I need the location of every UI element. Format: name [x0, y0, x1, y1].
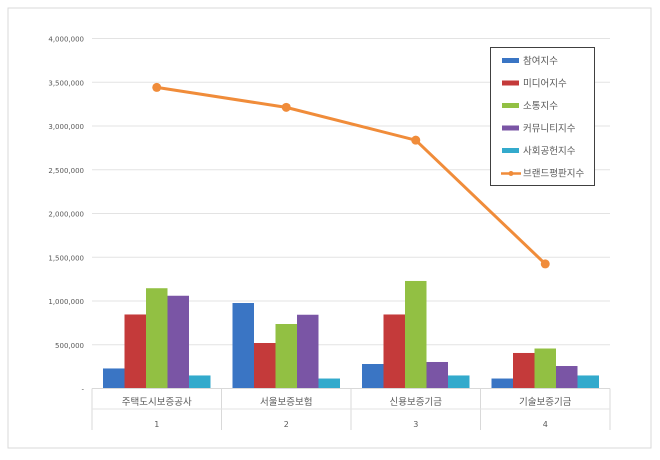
bar-0-0	[103, 368, 125, 389]
x-category-label: 기술보증기금	[519, 397, 572, 408]
legend-label: 사회공헌지수	[523, 146, 576, 157]
legend-box	[490, 47, 595, 186]
bar-3-3	[556, 366, 578, 389]
x-category-number: 4	[543, 420, 548, 429]
y-tick-label: 2,000,000	[48, 211, 84, 219]
legend-swatch-2	[502, 103, 519, 108]
legend-label: 브랜드평판지수	[523, 169, 584, 180]
legend-swatch-1	[502, 80, 519, 86]
bar-3-1	[297, 314, 319, 389]
y-tick-label: 3,500,000	[48, 79, 84, 87]
legend-label: 커뮤니티지수	[523, 124, 576, 135]
bar-2-2	[405, 280, 427, 389]
legend-swatch-0	[502, 58, 519, 63]
x-category-number: 2	[284, 420, 289, 429]
legend-label: 소통지수	[523, 101, 558, 112]
x-category-label: 주택도시보증공사	[122, 397, 192, 408]
line-point-3	[540, 259, 550, 269]
line-point-2	[411, 135, 421, 145]
bar-1-0	[124, 314, 146, 389]
bar-2-3	[534, 348, 556, 389]
bar-0-2	[362, 364, 384, 389]
legend-label: 미디어지수	[523, 79, 567, 90]
bar-4-0	[189, 375, 211, 389]
y-tick-label: 1,500,000	[48, 254, 84, 262]
bar-3-0	[167, 295, 189, 389]
x-category-number: 3	[413, 420, 418, 429]
legend-marker	[508, 171, 514, 176]
bar-2-0	[146, 288, 168, 389]
bar-4-2	[448, 375, 470, 389]
y-tick-label: -	[81, 386, 84, 394]
line-point-0	[152, 82, 162, 92]
bar-2-1	[275, 324, 297, 389]
line-point-1	[281, 102, 291, 112]
x-category-label: 신용보증기금	[390, 397, 443, 408]
bar-0-1	[232, 303, 254, 389]
bar-1-1	[254, 343, 276, 389]
x-category-number: 1	[154, 420, 159, 429]
bar-3-2	[426, 361, 448, 389]
legend-swatch-4	[502, 148, 519, 153]
bar-0-3	[491, 378, 513, 389]
y-tick-label: 3,000,000	[48, 123, 84, 131]
bar-4-3	[577, 375, 599, 389]
legend-label: 참여지수	[523, 55, 558, 67]
y-tick-label: 500,000	[55, 342, 84, 350]
bar-1-3	[513, 352, 535, 389]
bar-1-2	[383, 314, 405, 389]
bar-4-1	[318, 378, 340, 389]
legend-swatch-3	[502, 125, 519, 131]
x-category-label: 서울보증보험	[260, 397, 312, 408]
y-tick-label: 2,500,000	[48, 167, 84, 175]
y-tick-label: 4,000,000	[48, 36, 84, 44]
y-tick-label: 1,000,000	[48, 298, 84, 306]
line-series-5	[156, 85, 547, 265]
